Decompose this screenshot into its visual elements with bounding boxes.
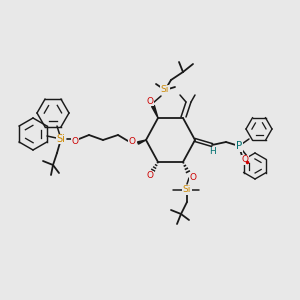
- Text: O: O: [128, 136, 136, 146]
- Text: P: P: [236, 141, 242, 151]
- Text: O: O: [190, 172, 196, 182]
- Text: Si: Si: [57, 134, 65, 144]
- Text: O: O: [146, 97, 154, 106]
- Text: O: O: [242, 155, 248, 164]
- Text: Si: Si: [161, 85, 169, 94]
- Polygon shape: [152, 105, 158, 118]
- Text: O: O: [146, 172, 154, 181]
- Text: O: O: [71, 136, 79, 146]
- Polygon shape: [138, 140, 146, 144]
- Text: Si: Si: [183, 185, 191, 194]
- Text: H: H: [210, 148, 216, 157]
